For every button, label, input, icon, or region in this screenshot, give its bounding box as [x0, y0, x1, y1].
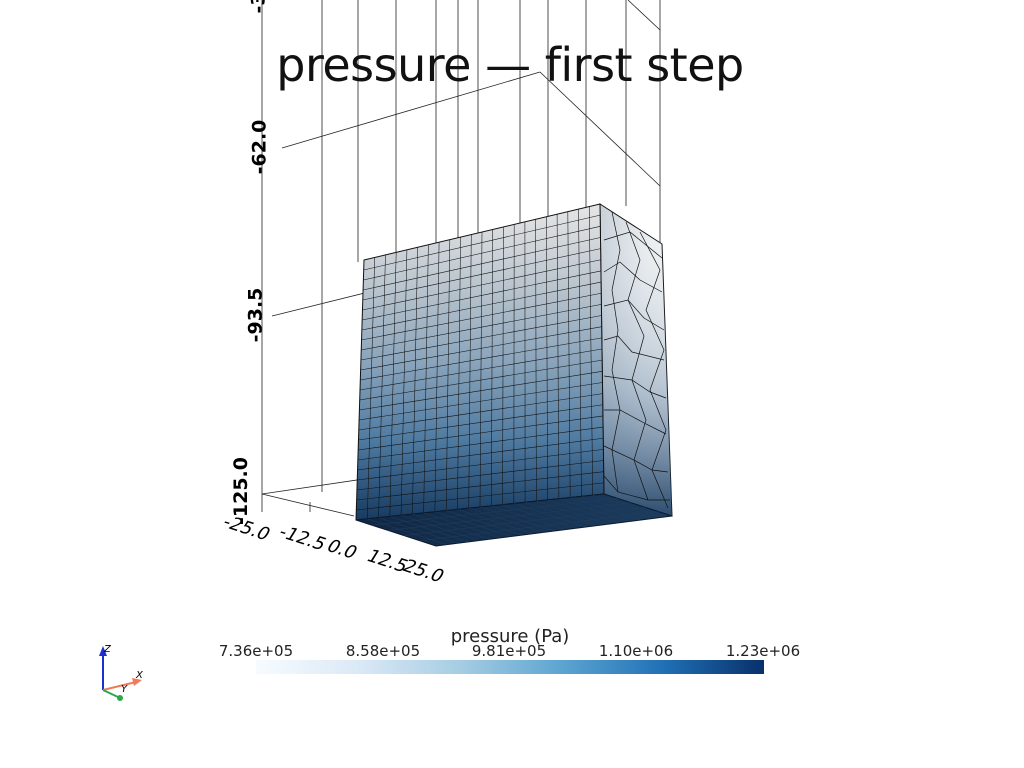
orientation-axes-widget: [99, 646, 142, 701]
colorbar-tick-label: 8.58e+05: [345, 642, 421, 660]
colorbar-tick-label: 1.10e+06: [598, 642, 674, 660]
colorbar-tick-label: 9.81e+05: [471, 642, 547, 660]
colorbar-tick-label: 7.36e+05: [218, 642, 294, 660]
z-tick-label: -62.0: [248, 119, 271, 175]
colorbar-title: pressure (Pa): [450, 626, 570, 647]
colorbar-gradient: [256, 660, 764, 674]
orientation-y-label: Y: [121, 684, 128, 695]
z-tick-label-top: -3: [247, 0, 270, 14]
z-tick-label: -93.5: [244, 287, 267, 343]
colorbar-tick-label: 1.23e+06: [725, 642, 801, 660]
front-face-grid: [356, 206, 604, 519]
chart-title: pressure — first step: [276, 38, 744, 92]
orientation-z-label: Z: [104, 644, 111, 655]
orientation-x-label: X: [136, 670, 143, 681]
side-face-cells: [603, 211, 670, 509]
